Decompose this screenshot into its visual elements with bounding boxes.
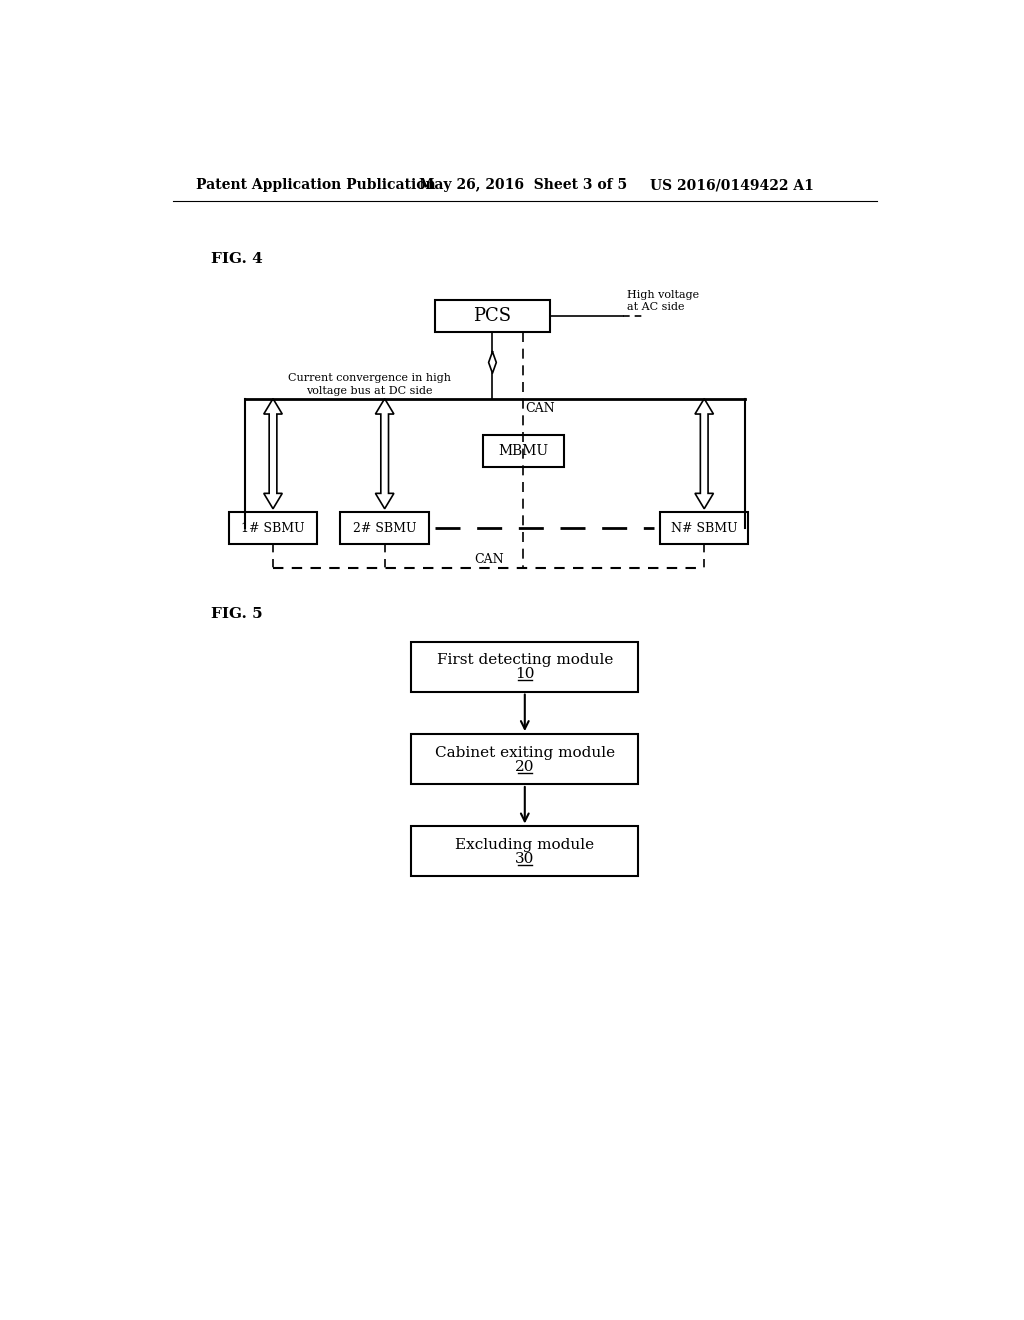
Text: Patent Application Publication: Patent Application Publication — [196, 178, 435, 193]
Text: May 26, 2016  Sheet 3 of 5: May 26, 2016 Sheet 3 of 5 — [419, 178, 628, 193]
Text: 10: 10 — [515, 668, 535, 681]
Text: FIG. 4: FIG. 4 — [211, 252, 263, 265]
FancyBboxPatch shape — [412, 826, 638, 876]
Text: FIG. 5: FIG. 5 — [211, 607, 263, 622]
Text: 20: 20 — [515, 760, 535, 774]
FancyBboxPatch shape — [412, 642, 638, 692]
Text: PCS: PCS — [473, 308, 512, 325]
Text: CAN: CAN — [524, 401, 554, 414]
Text: CAN: CAN — [474, 553, 504, 566]
Polygon shape — [264, 399, 283, 508]
Text: Cabinet exiting module: Cabinet exiting module — [435, 746, 614, 760]
Text: 1# SBMU: 1# SBMU — [242, 521, 305, 535]
Text: MBMU: MBMU — [499, 444, 548, 458]
Polygon shape — [376, 399, 394, 508]
Text: 30: 30 — [515, 853, 535, 866]
FancyBboxPatch shape — [659, 512, 749, 544]
Text: Excluding module: Excluding module — [456, 838, 594, 853]
FancyBboxPatch shape — [228, 512, 317, 544]
Text: High voltage
at AC side: High voltage at AC side — [628, 290, 699, 313]
FancyBboxPatch shape — [340, 512, 429, 544]
Text: N# SBMU: N# SBMU — [671, 521, 737, 535]
FancyBboxPatch shape — [412, 734, 638, 784]
FancyBboxPatch shape — [483, 434, 563, 467]
Text: First detecting module: First detecting module — [436, 653, 613, 668]
Text: 2# SBMU: 2# SBMU — [353, 521, 417, 535]
Polygon shape — [695, 399, 714, 508]
Text: US 2016/0149422 A1: US 2016/0149422 A1 — [650, 178, 814, 193]
Text: Current convergence in high
voltage bus at DC side: Current convergence in high voltage bus … — [288, 374, 451, 396]
FancyBboxPatch shape — [435, 300, 550, 333]
